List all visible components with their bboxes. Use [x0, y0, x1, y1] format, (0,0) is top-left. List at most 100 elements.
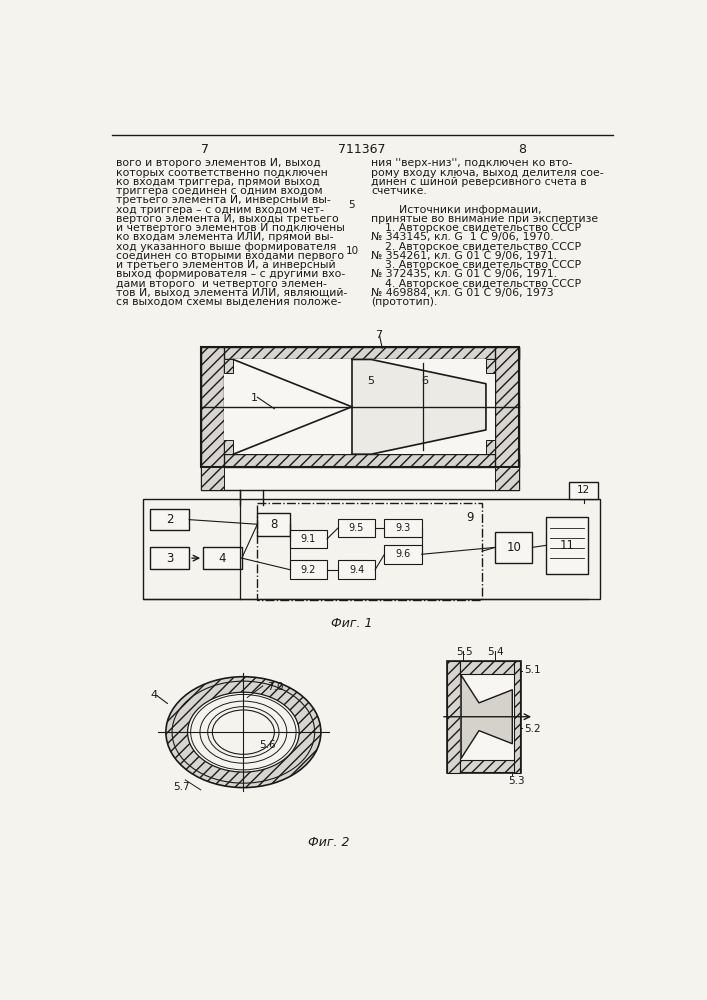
Text: Фиг. 1: Фиг. 1: [331, 617, 373, 630]
Text: 4: 4: [151, 690, 158, 700]
Text: 2: 2: [166, 513, 173, 526]
Polygon shape: [461, 675, 513, 758]
Text: 5.4: 5.4: [488, 647, 504, 657]
Bar: [203, 547, 242, 569]
Bar: [201, 347, 518, 466]
Text: 12: 12: [577, 485, 590, 495]
Text: 3: 3: [166, 552, 173, 565]
Ellipse shape: [187, 692, 299, 772]
Text: 7: 7: [375, 330, 382, 340]
Bar: [290, 560, 327, 579]
Bar: [201, 347, 518, 359]
Bar: [569, 482, 598, 499]
Text: 1. Авторское свидетельство СССР: 1. Авторское свидетельство СССР: [371, 223, 581, 233]
Text: 8: 8: [518, 143, 527, 156]
Bar: [486, 440, 495, 454]
Text: 2. Авторское свидетельство СССР: 2. Авторское свидетельство СССР: [371, 242, 581, 252]
Text: соединен со вторыми входами первого: соединен со вторыми входами первого: [115, 251, 344, 261]
Bar: [224, 440, 233, 454]
Ellipse shape: [212, 710, 274, 754]
Text: и третьего элементов И, а инверсный: и третьего элементов И, а инверсный: [115, 260, 335, 270]
Bar: [151, 547, 189, 569]
Text: динен с шиной реверсивного счета в: динен с шиной реверсивного счета в: [371, 177, 587, 187]
Bar: [495, 466, 518, 490]
Text: выход формирователя – с другими вхо-: выход формирователя – с другими вхо-: [115, 269, 345, 279]
Text: 5.6: 5.6: [259, 740, 276, 750]
Ellipse shape: [172, 681, 315, 783]
Text: № 469884, кл. G 01 С 9/06, 1973: № 469884, кл. G 01 С 9/06, 1973: [371, 288, 554, 298]
Text: триггера соединен с одним входом: триггера соединен с одним входом: [115, 186, 322, 196]
Text: 5.3: 5.3: [508, 776, 525, 786]
Polygon shape: [352, 359, 486, 454]
Bar: [224, 359, 233, 373]
Text: 9.1: 9.1: [301, 534, 316, 544]
Bar: [448, 661, 521, 773]
Text: 5.7: 5.7: [174, 782, 190, 792]
Text: ход указанного выше формирователя: ход указанного выше формирователя: [115, 242, 336, 252]
Text: ко входам триггера, прямой выход: ко входам триггера, прямой выход: [115, 177, 320, 187]
Text: 9.2: 9.2: [300, 565, 316, 575]
Text: 9.6: 9.6: [395, 549, 411, 559]
Text: 8: 8: [270, 518, 277, 531]
Text: вого и второго элементов И, выход: вого и второго элементов И, выход: [115, 158, 320, 168]
Bar: [224, 359, 495, 454]
Text: 7.0: 7.0: [267, 682, 283, 692]
Bar: [143, 499, 600, 599]
Bar: [257, 503, 482, 600]
Text: принятые во внимание при экспертизе: принятые во внимание при экспертизе: [371, 214, 598, 224]
Bar: [514, 661, 520, 773]
Bar: [257, 513, 290, 536]
Text: счетчике.: счетчике.: [371, 186, 427, 196]
Text: дами второго  и четвертого элемен-: дами второго и четвертого элемен-: [115, 279, 327, 289]
Text: 6: 6: [421, 376, 428, 386]
Bar: [385, 519, 421, 537]
Text: 7: 7: [201, 143, 209, 156]
Text: которых соответственно подключен: которых соответственно подключен: [115, 168, 327, 178]
Text: третьего элемента И, инверсный вы-: третьего элемента И, инверсный вы-: [115, 195, 330, 205]
Text: № 372435, кл. G 01 С 9/06, 1971.: № 372435, кл. G 01 С 9/06, 1971.: [371, 269, 557, 279]
Bar: [495, 532, 532, 563]
Text: 5.1: 5.1: [524, 665, 541, 675]
Text: 11: 11: [559, 539, 574, 552]
Text: 1: 1: [251, 393, 258, 403]
Text: тов И, выход элемента ИЛИ, являющий-: тов И, выход элемента ИЛИ, являющий-: [115, 288, 347, 298]
Bar: [201, 466, 224, 490]
Text: 5: 5: [349, 200, 355, 210]
Text: и четвертого элементов И подключены: и четвертого элементов И подключены: [115, 223, 344, 233]
Text: 5.2: 5.2: [524, 724, 541, 734]
Text: ния ''верх-низ'', подключен ко вто-: ния ''верх-низ'', подключен ко вто-: [371, 158, 573, 168]
Bar: [338, 560, 375, 579]
Text: 9.4: 9.4: [349, 565, 364, 575]
Text: 10: 10: [345, 246, 358, 256]
Bar: [338, 519, 375, 537]
Text: 4: 4: [218, 552, 226, 565]
Text: ход триггера – с одним входом чет-: ход триггера – с одним входом чет-: [115, 205, 324, 215]
Text: 3. Авторское свидетельство СССР: 3. Авторское свидетельство СССР: [371, 260, 581, 270]
Text: 711367: 711367: [338, 143, 386, 156]
Bar: [385, 545, 421, 564]
Bar: [290, 530, 327, 548]
Bar: [460, 661, 515, 674]
Text: № 354261, кл. G 01 С 9/06, 1971.: № 354261, кл. G 01 С 9/06, 1971.: [371, 251, 557, 261]
Text: ко входам элемента ИЛИ, прямой вы-: ко входам элемента ИЛИ, прямой вы-: [115, 232, 333, 242]
Bar: [495, 347, 518, 466]
Text: 5: 5: [368, 376, 375, 386]
Text: (прототип).: (прототип).: [371, 297, 438, 307]
Text: Источники информации,: Источники информации,: [371, 205, 542, 215]
Text: рому входу ключа, выход делителя сое-: рому входу ключа, выход делителя сое-: [371, 168, 604, 178]
Ellipse shape: [166, 677, 321, 788]
Text: вертого элемента И, выходы третьего: вертого элемента И, выходы третьего: [115, 214, 338, 224]
Text: 9.5: 9.5: [349, 523, 364, 533]
Text: Фиг. 2: Фиг. 2: [308, 836, 349, 849]
Text: 9.3: 9.3: [395, 523, 411, 533]
Bar: [448, 661, 460, 773]
Text: № 343145, кл. G  1 С 9/06, 1970.: № 343145, кл. G 1 С 9/06, 1970.: [371, 232, 554, 242]
Bar: [201, 347, 224, 466]
Bar: [546, 517, 588, 574]
Bar: [201, 454, 518, 467]
Text: 9: 9: [467, 511, 474, 524]
Bar: [201, 466, 518, 490]
Text: 5.5: 5.5: [456, 647, 472, 657]
Text: 4. Авторское свидетельство СССР: 4. Авторское свидетельство СССР: [371, 279, 581, 289]
Bar: [151, 509, 189, 530]
